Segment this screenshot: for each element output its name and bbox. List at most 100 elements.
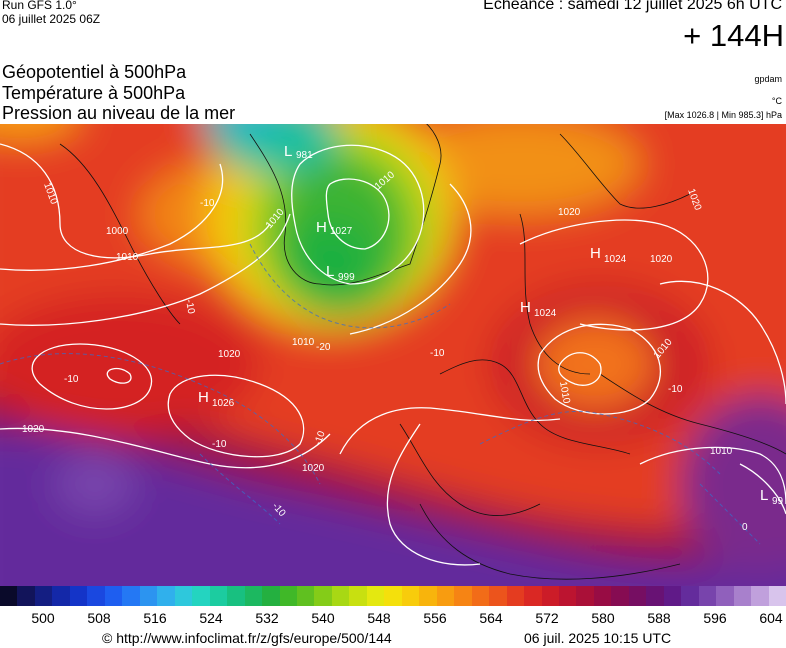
isotherm-labels: -10 -20 -10 -10 -10 -10 -10 -10 -10 0: [64, 198, 748, 533]
color-scale-bar: [0, 586, 786, 606]
color-scale-swatch: [698, 586, 717, 606]
color-scale-swatch: [576, 586, 594, 606]
unit-geopotential: gpdam: [754, 74, 782, 84]
color-scale-tick-label: 500: [31, 610, 55, 626]
color-scale-swatch: [17, 586, 35, 606]
color-scale-swatch: [314, 586, 332, 606]
pressure-centers: L 981 H 1027 L 999 H 1024 H 1024 H 1026: [198, 143, 784, 507]
color-scale-swatch: [524, 586, 542, 606]
color-scale-tick-label: 508: [87, 610, 111, 626]
isobar-label: 1020: [650, 254, 673, 265]
isotherm-label: -10: [430, 348, 445, 359]
color-scale-swatch: [139, 586, 158, 606]
color-scale-swatch: [751, 586, 769, 606]
pressure-center-value: 999: [338, 272, 355, 283]
color-scale-swatch: [646, 586, 664, 606]
color-scale-swatch: [559, 586, 577, 606]
isobar-label: 1020: [218, 349, 241, 360]
forecast-hour-label: + 144H: [683, 18, 784, 53]
color-scale-tick-label: 604: [759, 610, 783, 626]
layer-title-temperature: Température à 500hPa: [2, 83, 186, 103]
isobar-label: 1020: [302, 463, 325, 474]
pressure-center-value: 1027: [330, 226, 353, 237]
pressure-center-low: L 99: [760, 487, 784, 507]
isotherm-label: -10: [64, 374, 79, 385]
color-scale-swatch: [122, 586, 140, 606]
color-scale-swatch: [157, 586, 175, 606]
color-scale-swatch: [663, 586, 682, 606]
color-scale-tick-label: 564: [479, 610, 503, 626]
pressure-center-high: H 1024: [520, 299, 557, 319]
isobars: [0, 143, 786, 566]
color-scale-swatch: [768, 586, 786, 606]
isobar-label: 1010: [292, 337, 315, 348]
color-scale-tick-label: 540: [311, 610, 335, 626]
pressure-center-low: L 999: [326, 263, 355, 283]
color-scale-swatch: [87, 586, 105, 606]
color-scale-tick-label: 516: [143, 610, 167, 626]
color-scale-swatch: [593, 586, 612, 606]
color-scale-swatch: [52, 586, 70, 606]
isobar-label: 1010: [557, 381, 572, 405]
color-scale-swatch: [227, 586, 245, 606]
color-scale-swatch: [174, 586, 193, 606]
color-scale-tick-label: 588: [647, 610, 671, 626]
color-scale-swatch: [681, 586, 699, 606]
color-scale-swatch: [716, 586, 734, 606]
unit-temperature: °C: [771, 96, 782, 106]
color-scale-swatch: [244, 586, 263, 606]
isotherm-label: -10: [312, 429, 327, 447]
source-credit[interactable]: © http://www.infoclimat.fr/z/gfs/europe/…: [102, 630, 392, 646]
pressure-center-value: 1024: [534, 308, 557, 319]
pressure-center-value: 99: [772, 496, 784, 507]
pressure-center-letter: L: [326, 263, 334, 280]
pressure-center-letter: H: [590, 245, 601, 262]
layer-title-geopotential: Géopotentiel à 500hPa: [2, 62, 187, 82]
color-scale-swatch: [331, 586, 350, 606]
isobar-label: 1020: [22, 424, 45, 435]
color-scale-swatch: [34, 586, 53, 606]
run-model-label: Run GFS 1.0°: [2, 0, 77, 12]
isotherm-label: -10: [668, 384, 683, 395]
pressure-range-label: [Max 1026.8 | Min 985.3] hPa: [664, 110, 782, 120]
generated-timestamp: 06 juil. 2025 10:15 UTC: [524, 630, 672, 646]
color-scale-swatch: [296, 586, 315, 606]
pressure-center-value: 981: [296, 150, 313, 161]
color-scale-ticks: 500 508 516 524 532 540 548 556 564 572 580 588 596 6…: [0, 610, 786, 628]
pressure-center-low: L 981: [284, 143, 313, 161]
run-date-label: 06 juillet 2025 06Z: [2, 12, 101, 26]
isotherm-label: 0: [742, 522, 748, 533]
color-scale-swatch: [489, 586, 507, 606]
color-scale-swatch: [0, 586, 18, 606]
isotherms: [0, 243, 761, 545]
color-scale-swatch: [384, 586, 402, 606]
isobar-label: 1010: [116, 252, 139, 263]
color-scale-swatch: [69, 586, 88, 606]
isotherm-label: -10: [212, 439, 227, 450]
valid-time-label: Echéance : samedi 12 juillet 2025 6h UTC: [483, 0, 782, 13]
isotherm-label: -10: [183, 299, 196, 316]
pressure-center-letter: H: [316, 219, 327, 236]
color-scale-tick-label: 524: [199, 610, 223, 626]
color-scale-tick-label: 532: [255, 610, 279, 626]
color-scale-swatch: [279, 586, 297, 606]
isobar-label: 1010: [710, 446, 733, 457]
color-scale-tick-label: 596: [703, 610, 727, 626]
color-scale-tick-label: 548: [367, 610, 391, 626]
color-scale-swatch: [436, 586, 455, 606]
color-scale-swatch: [349, 586, 367, 606]
isotherm-label: -20: [316, 342, 331, 353]
weather-map[interactable]: 1010 1000 1010 1010 1020 1020 1010 1010 …: [0, 124, 786, 586]
isotherm-label: -10: [200, 198, 215, 209]
pressure-center-letter: H: [520, 299, 531, 316]
pressure-center-high: H 1024: [590, 245, 627, 265]
pressure-center-value: 1026: [212, 398, 235, 409]
pressure-center-high: H 1026: [198, 389, 235, 409]
color-scale-tick-label: 572: [535, 610, 559, 626]
color-scale-tick-label: 580: [591, 610, 615, 626]
color-scale-swatch: [471, 586, 490, 606]
color-scale-tick-label: 556: [423, 610, 447, 626]
color-scale-swatch: [366, 586, 385, 606]
pressure-center-letter: H: [198, 389, 209, 406]
color-scale-swatch: [401, 586, 420, 606]
